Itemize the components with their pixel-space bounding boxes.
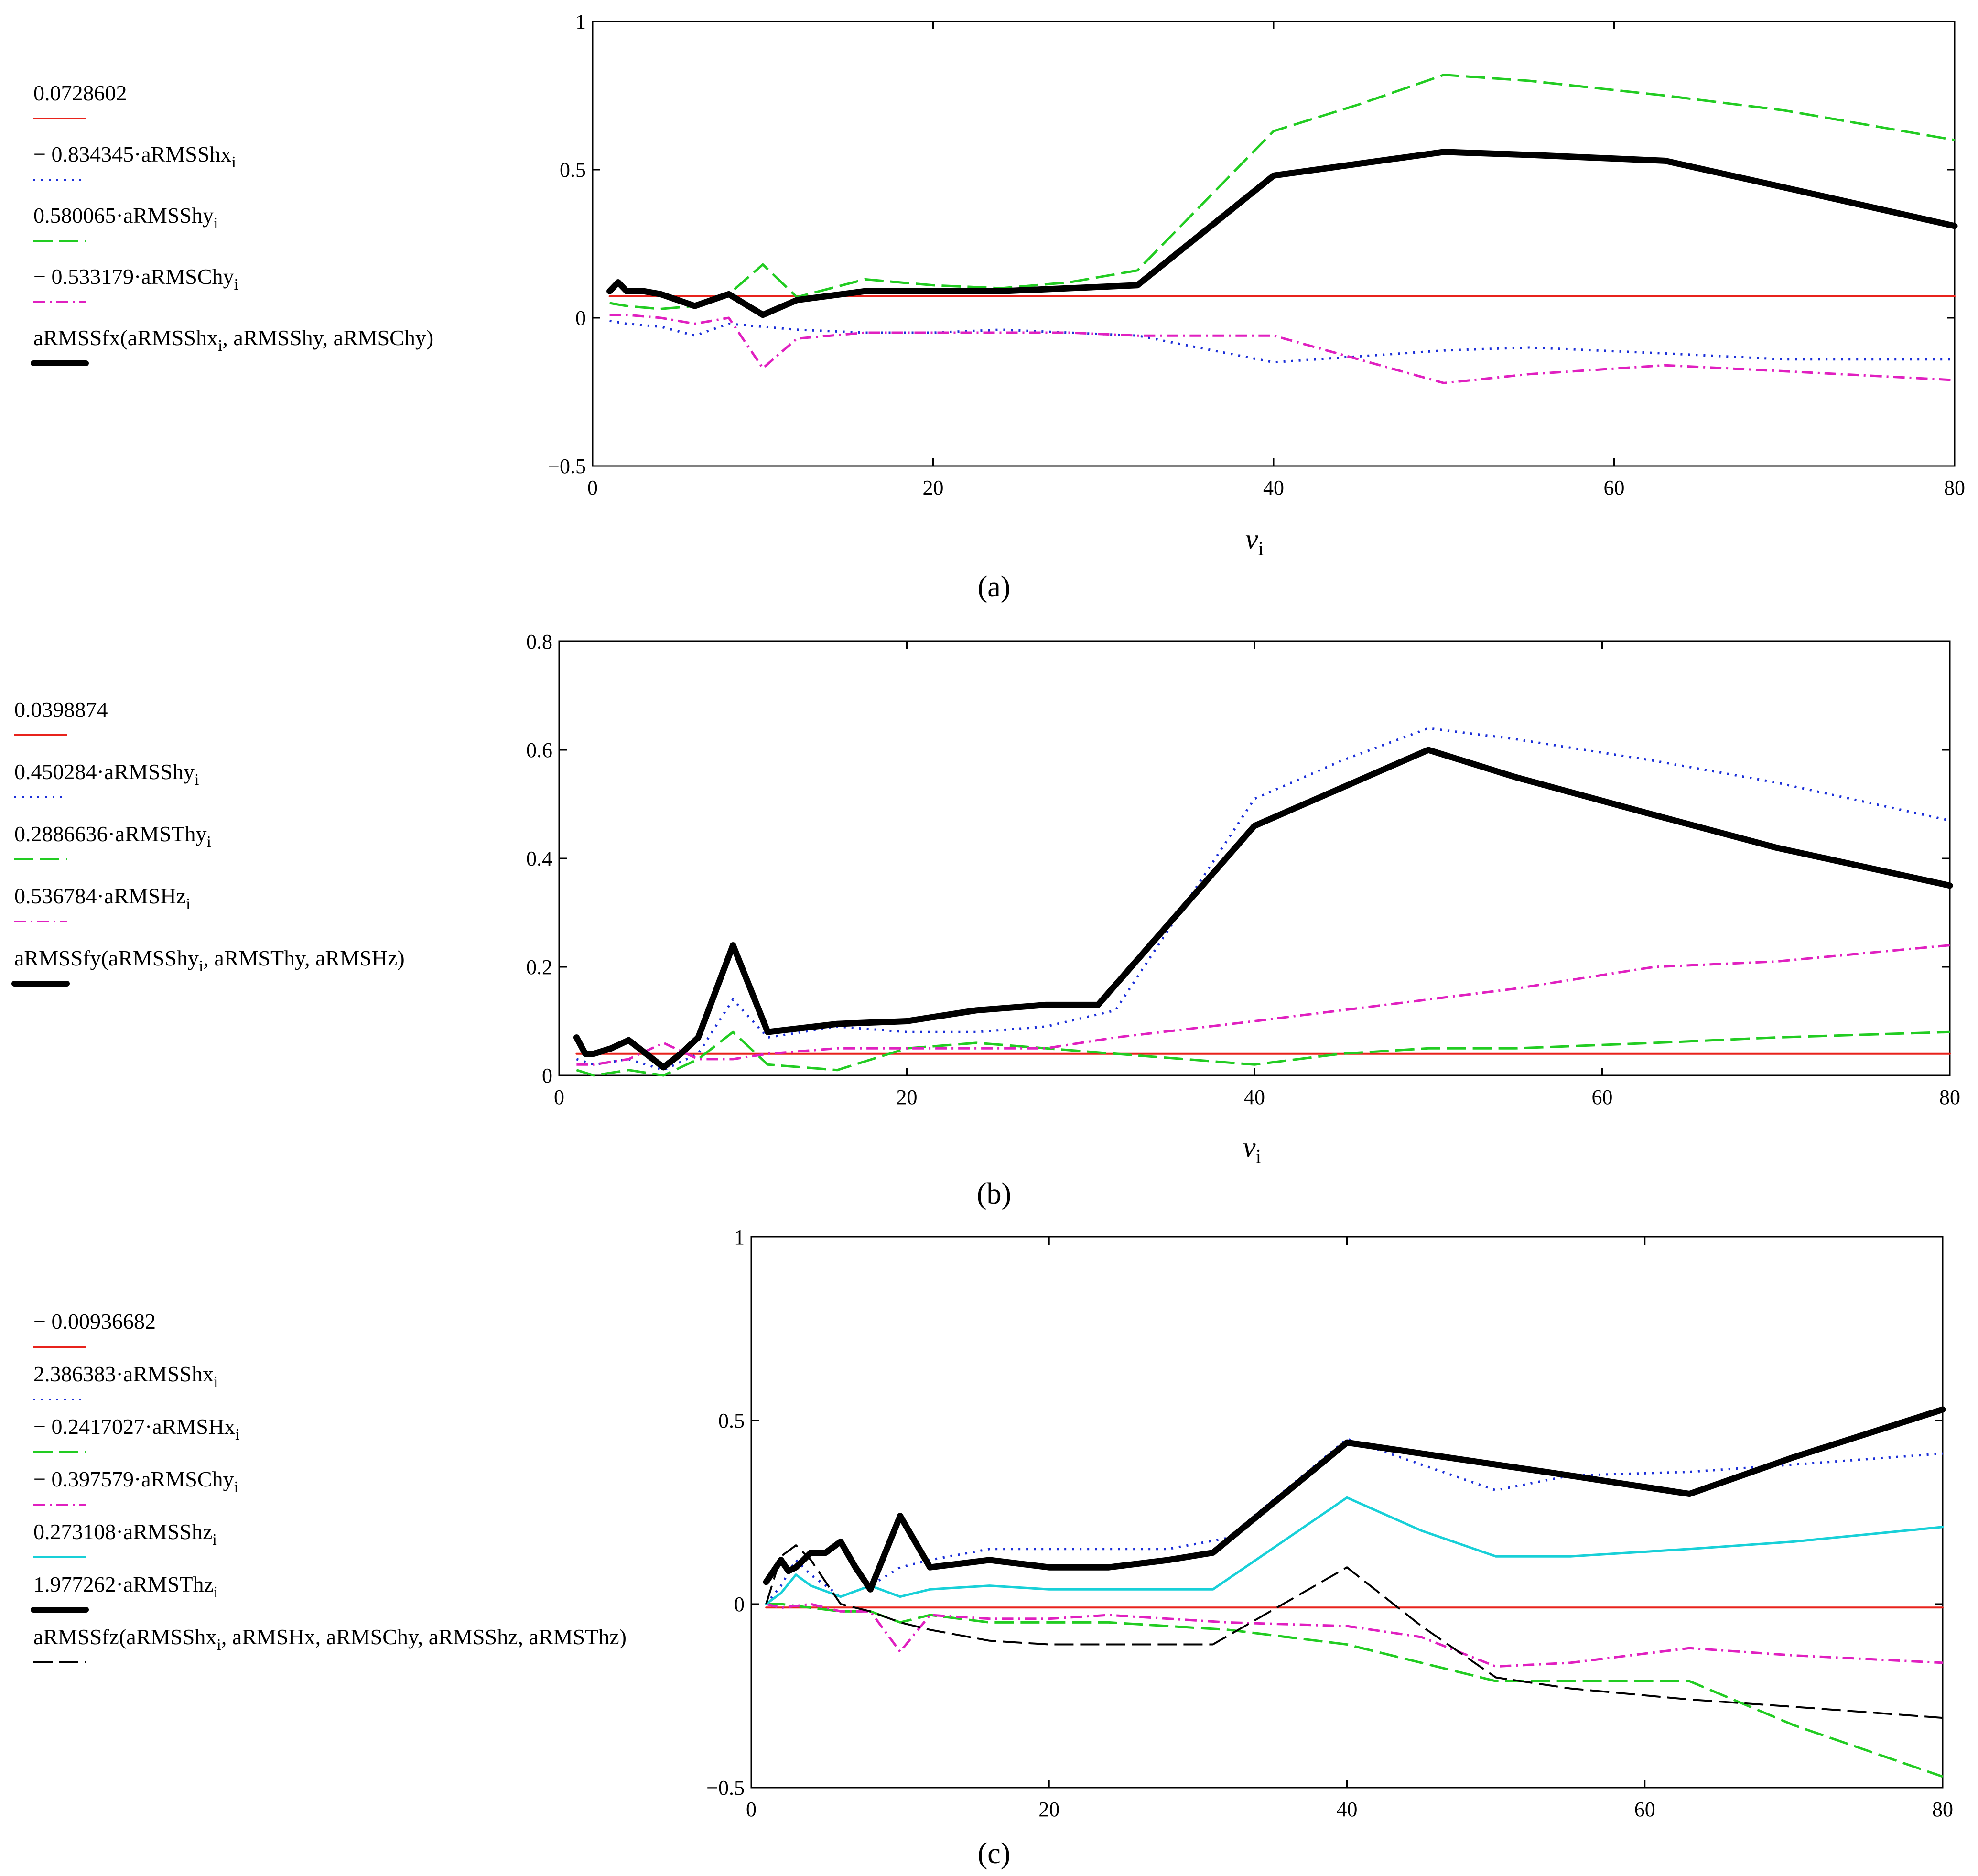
legend-label: 0.536784·aRMSHzi (14, 884, 191, 913)
x-axis-label-b: νi (1243, 1131, 1261, 1168)
x-axis-label-a: νi (1245, 523, 1264, 560)
y-tick-label: 0 (734, 1593, 745, 1616)
legend-label: − 0.533179·aRMSChyi (33, 264, 238, 293)
series-line-a-3 (609, 314, 1955, 384)
y-tick-label: 0.2 (526, 955, 552, 979)
caption-a: (a) (978, 571, 1011, 603)
y-tick-label: 0.5 (718, 1409, 745, 1432)
x-tick-label: 60 (1604, 476, 1625, 499)
x-tick-label: 20 (1038, 1798, 1059, 1821)
series-line-c-2 (766, 1603, 1943, 1778)
x-tick-label: 80 (1939, 1085, 1960, 1109)
x-tick-label: 40 (1337, 1798, 1358, 1821)
y-tick-label: 0 (542, 1064, 552, 1087)
legend-label: − 0.00936682 (33, 1309, 156, 1334)
legend-label: 0.450284·aRMSShyi (14, 759, 199, 789)
legend-label: aRMSSfz(aRMSShxi, aRMSHx, aRMSChy, aRMSS… (33, 1625, 627, 1654)
legend-label: 2.386383·aRMSShxi (33, 1362, 218, 1391)
legend-label: 0.580065·aRMSShyi (33, 203, 218, 232)
x-tick-label: 0 (587, 476, 598, 499)
legend-label: 0.273108·aRMSShzi (33, 1519, 217, 1549)
y-tick-label: 1 (575, 10, 586, 33)
caption-b: (b) (977, 1178, 1011, 1210)
series-line-a-1 (609, 319, 1955, 364)
chart-panel-c: −0.500.510 20 40 60 80 − 0.009366822.386383·… (31, 1225, 1953, 1870)
series-line-a-4 (606, 149, 1958, 318)
legend-b: 0.0398874 0.450284·aRMSShyi 0.2886636·aRMS… (11, 697, 405, 987)
series-line-c-5 (763, 1406, 1946, 1593)
y-tick-label: 0.8 (526, 630, 552, 653)
y-tick-label: 0.5 (560, 158, 586, 182)
x-tick-label: 20 (897, 1085, 918, 1109)
legend-label: 0.0398874 (14, 697, 108, 722)
y-tick-label: −0.5 (548, 455, 586, 478)
legend-label: 0.0728602 (33, 81, 127, 105)
legend-label: aRMSSfx(aRMSShxi, aRMSShy, aRMSChy) (33, 325, 433, 355)
series-line-b-3 (576, 944, 1950, 1066)
series-line-c-4 (765, 1496, 1944, 1605)
x-tick-label: 0 (746, 1798, 757, 1821)
series-line-c-3 (766, 1603, 1943, 1668)
plot-area-b: 0 0.2 0.4 0.6 0.8 0 20 40 60 80 (526, 630, 1960, 1109)
legend-c: − 0.00936682 2.386383·aRMSShxi − 0.2417027… (31, 1309, 627, 1663)
legend-label: 0.2886636·aRMSThyi (14, 822, 211, 851)
x-tick-label: 40 (1244, 1085, 1265, 1109)
x-tick-label: 0 (554, 1085, 564, 1109)
y-tick-label: 0.4 (526, 847, 552, 870)
x-tick-label: 60 (1592, 1085, 1613, 1109)
legend-label: − 0.397579·aRMSChyi (33, 1467, 238, 1496)
legend-label: aRMSSfy(aRMSShyi, aRMSThy, aRMSHz) (14, 946, 405, 975)
legend-label: − 0.834345·aRMSShxi (33, 142, 236, 171)
chart-panel-b: 0 0.2 0.4 0.6 0.8 0 20 40 60 80 0.0398874 0.450284… (11, 630, 1960, 1210)
legend-a: 0.0728602 − 0.834345·aRMSShxi 0.580065·aRM… (31, 81, 433, 366)
y-tick-label: 1 (734, 1225, 745, 1249)
plot-area-a: −0.500.510 20 40 60 80 (548, 10, 1965, 499)
x-tick-label: 60 (1634, 1798, 1655, 1821)
series-line-b-4 (573, 747, 1953, 1071)
legend-label: 1.977262·aRMSThzi (33, 1572, 218, 1601)
x-tick-label: 80 (1932, 1798, 1953, 1821)
legend-label: − 0.2417027·aRMSHxi (33, 1414, 240, 1443)
caption-c: (c) (978, 1837, 1011, 1870)
y-tick-label: 0.6 (526, 738, 552, 762)
x-tick-label: 40 (1263, 476, 1284, 499)
x-tick-label: 20 (923, 476, 944, 499)
plot-area-c: −0.500.510 20 40 60 80 (706, 1225, 1953, 1821)
x-tick-label: 80 (1944, 476, 1965, 499)
chart-panel-a: −0.500.510 20 40 60 80 0.0728602− 0.834345·a… (31, 10, 1965, 603)
y-tick-label: −0.5 (706, 1776, 745, 1800)
y-tick-label: 0 (575, 306, 586, 330)
series-line-b-2 (576, 1030, 1950, 1077)
